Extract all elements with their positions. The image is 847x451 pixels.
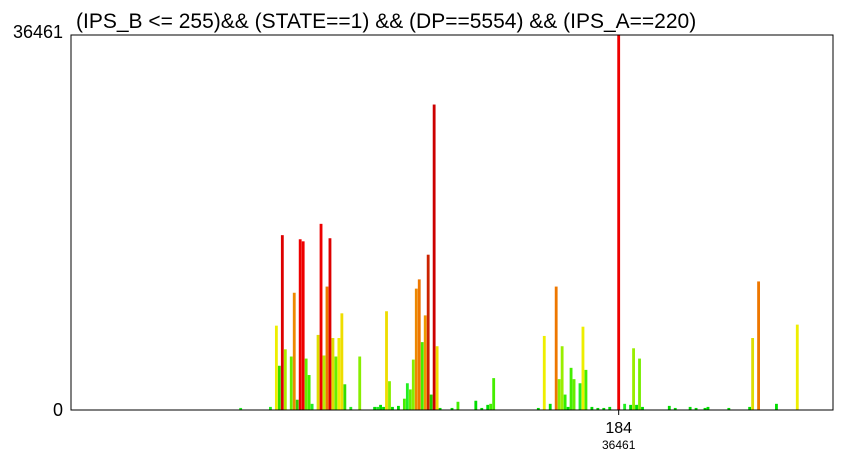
bar-24 <box>349 406 353 410</box>
bar-11 <box>304 358 308 410</box>
small-bar-4 <box>397 405 400 410</box>
bar-7 <box>292 292 296 410</box>
small-bar-5 <box>438 407 442 410</box>
small-bar-3 <box>391 406 394 410</box>
bar-58 <box>751 338 755 410</box>
bar-15 <box>319 223 323 410</box>
small-bar-23 <box>694 407 698 410</box>
bar-37 <box>426 254 430 410</box>
bar-26 <box>376 406 379 410</box>
bar-56 <box>632 348 635 410</box>
bar-20 <box>334 356 338 410</box>
small-bar-15 <box>602 407 606 410</box>
bar-22 <box>340 313 344 410</box>
small-bar-10 <box>536 407 540 410</box>
small-bar-0 <box>373 406 377 410</box>
small-bar-18 <box>635 404 638 410</box>
bar-43 <box>492 378 496 410</box>
bar-17 <box>325 286 329 410</box>
small-bar-7 <box>474 400 478 410</box>
bar-53 <box>584 369 588 410</box>
small-bar-28 <box>775 403 778 410</box>
bar-9 <box>298 239 302 410</box>
bar-6 <box>289 356 293 410</box>
bar-47 <box>560 346 564 410</box>
bar-21 <box>337 338 341 410</box>
small-bar-16 <box>608 406 612 410</box>
x-tick-sublabel: 36461 <box>602 438 636 451</box>
bar-34 <box>417 279 421 410</box>
bar-25 <box>358 356 362 410</box>
bar-52 <box>581 326 585 410</box>
small-bar-22 <box>688 406 692 410</box>
chart-title: (IPS_B <= 255)&& (STATE==1) && (DP==5554… <box>76 10 696 33</box>
bar-35 <box>420 342 424 410</box>
small-bar-1 <box>379 404 382 410</box>
bar-39 <box>432 104 436 410</box>
bar-45 <box>554 286 558 410</box>
bar-13 <box>310 403 314 410</box>
bar-28 <box>388 381 391 410</box>
small-bar-25 <box>706 406 710 410</box>
bar-10 <box>301 241 305 410</box>
small-bar-6 <box>450 407 454 410</box>
small-bar-2 <box>382 406 385 410</box>
bar-3 <box>277 365 281 410</box>
bar-23 <box>343 384 347 410</box>
small-bar-13 <box>590 406 594 410</box>
bar-41 <box>456 401 460 410</box>
bar-33 <box>414 288 418 410</box>
bar-55 <box>623 403 627 410</box>
bar-2 <box>274 325 278 410</box>
small-bar-27 <box>748 406 752 410</box>
small-bar-11 <box>548 403 552 410</box>
small-bar-12 <box>566 406 570 410</box>
bar-12 <box>307 375 311 410</box>
bar-48 <box>563 394 567 410</box>
x-tick-label: 184 <box>605 420 632 437</box>
bar-38 <box>429 394 433 410</box>
bar-0 <box>239 407 243 410</box>
bars-group <box>239 35 799 410</box>
bar-1 <box>269 406 272 410</box>
small-bar-17 <box>629 404 633 410</box>
bar-50 <box>572 379 576 410</box>
small-bar-14 <box>596 407 600 410</box>
bar-4 <box>280 235 284 410</box>
bar-19 <box>331 338 335 410</box>
plot-frame <box>70 34 834 411</box>
y-tick-label-min: 0 <box>53 400 63 420</box>
bar-18 <box>328 238 332 410</box>
small-bar-24 <box>703 407 707 410</box>
bar-36 <box>423 315 427 410</box>
small-bar-20 <box>667 405 671 410</box>
bar-40 <box>435 346 439 410</box>
bar-59 <box>757 281 760 410</box>
bar-49 <box>569 367 573 410</box>
bar-42 <box>489 403 493 410</box>
bar-51 <box>578 383 582 410</box>
bar-57 <box>638 358 641 410</box>
bar-16 <box>322 355 326 410</box>
bar-5 <box>283 349 287 410</box>
small-bar-21 <box>673 407 677 410</box>
bar-46 <box>557 379 561 410</box>
y-tick-label-max: 36461 <box>13 22 63 42</box>
bar-60 <box>795 324 799 410</box>
bar-8 <box>295 399 299 410</box>
bar-30 <box>405 383 409 410</box>
small-bar-8 <box>480 407 484 410</box>
bar-27 <box>385 311 388 410</box>
bar-29 <box>402 398 406 410</box>
small-bar-19 <box>641 406 644 410</box>
bar-31 <box>408 389 412 410</box>
small-bar-9 <box>486 404 490 410</box>
small-bar-26 <box>727 407 731 410</box>
bar-14 <box>316 334 320 410</box>
bar-54 <box>617 35 621 410</box>
bar-32 <box>411 359 415 410</box>
bar-44 <box>542 335 546 410</box>
